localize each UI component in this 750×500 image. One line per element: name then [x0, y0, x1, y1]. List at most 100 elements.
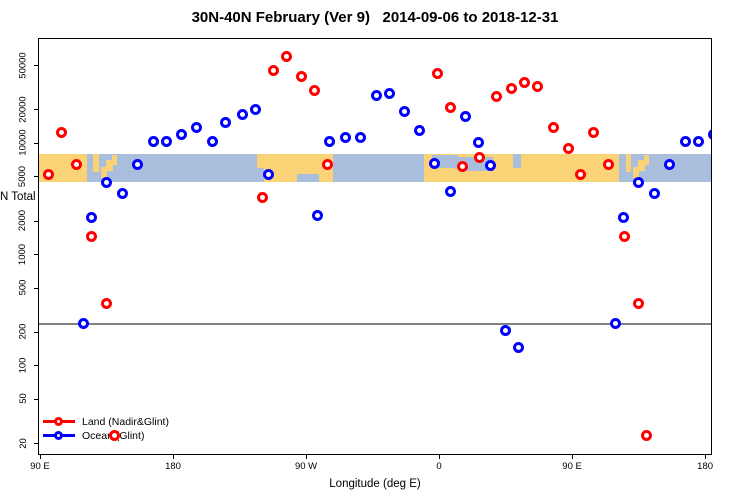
ocean-data-point — [679, 135, 691, 147]
x-tick — [173, 455, 175, 459]
x-tick — [306, 455, 308, 459]
ocean-data-point — [484, 160, 496, 172]
land-data-point — [280, 50, 292, 62]
ocean-data-point — [311, 210, 323, 222]
land-data-point — [295, 70, 307, 82]
land-data-point — [457, 161, 469, 173]
ocean-data-point — [236, 109, 248, 121]
land-data-point — [257, 191, 269, 203]
ocean-data-point — [693, 136, 705, 148]
ocean-data-point — [190, 122, 202, 134]
ocean-data-point — [707, 129, 711, 141]
ocean-data-point — [428, 157, 440, 169]
y-tick — [34, 254, 38, 256]
land-data-point — [563, 142, 575, 154]
y-tick — [34, 365, 38, 367]
map-band-land — [101, 166, 107, 179]
x-tick — [40, 455, 41, 459]
land-data-point — [588, 127, 600, 139]
land-data-point — [632, 298, 644, 310]
y-tick-label-text: 1000 — [17, 243, 29, 265]
land-data-point — [518, 77, 530, 89]
x-tick — [439, 455, 441, 459]
ocean-legend-marker-icon — [43, 430, 75, 441]
y-tick-label: 2000 — [10, 210, 36, 231]
y-tick-label-text: 20000 — [17, 96, 29, 123]
ocean-data-point — [399, 105, 411, 117]
y-tick — [34, 109, 38, 111]
y-tick-label-text: 100 — [17, 357, 29, 374]
map-band-land — [633, 166, 639, 179]
ocean-data-point — [648, 188, 660, 200]
x-tick-label: 180 — [165, 461, 181, 472]
x-axis-title: Longitude (deg E) — [329, 478, 421, 490]
ocean-data-point — [617, 212, 629, 224]
plot-area: Land (Nadir&Glint) Ocean (Glint) — [38, 38, 712, 455]
x-tick-label: 90 W — [294, 461, 318, 472]
y-tick-label: 20 — [10, 437, 36, 449]
ocean-data-point — [384, 88, 396, 100]
ocean-data-point — [220, 117, 232, 129]
map-band-ocean — [513, 154, 521, 169]
y-tick-label: 1000 — [10, 243, 36, 264]
ocean-data-point — [632, 177, 644, 189]
ocean-data-point — [323, 135, 335, 147]
y-tick-label: 5000 — [10, 166, 36, 187]
y-tick-label-text: 20 — [17, 437, 29, 449]
legend-circle — [54, 431, 63, 440]
y-tick-label-text: 2000 — [17, 210, 29, 232]
y-axis-title: N Total — [0, 191, 36, 203]
ocean-data-point — [147, 135, 159, 147]
ocean-data-point — [131, 158, 143, 170]
y-tick — [34, 142, 38, 144]
land-data-point — [322, 158, 334, 170]
ocean-data-point — [263, 169, 275, 181]
land-data-point — [618, 231, 630, 243]
legend-label: Land (Nadir&Glint) — [82, 415, 169, 428]
y-tick — [34, 443, 38, 444]
map-band-land — [625, 154, 632, 173]
ocean-data-point — [472, 137, 484, 149]
x-tick-label: 0 — [436, 461, 442, 472]
y-tick-label-text: 500 — [17, 279, 29, 296]
land-data-point — [70, 158, 82, 170]
map-band-land — [644, 155, 650, 166]
land-data-point — [548, 122, 560, 134]
y-tick-label: 500 — [10, 279, 36, 296]
ocean-data-point — [339, 131, 351, 143]
x-tick — [705, 455, 707, 459]
ocean-data-point — [444, 186, 456, 198]
ocean-data-point — [206, 136, 218, 148]
legend-item-ocean: Ocean (Glint) — [43, 429, 169, 442]
map-band-land — [106, 159, 113, 172]
land-data-point — [100, 298, 112, 310]
land-data-point — [474, 152, 486, 164]
land-data-point — [267, 64, 279, 76]
y-tick — [34, 176, 38, 178]
land-data-point — [56, 127, 68, 139]
chart-title: 30N-40N February (Ver 9) 2014-09-06 to 2… — [191, 9, 559, 26]
ocean-data-point — [413, 124, 425, 136]
land-data-point — [42, 168, 54, 180]
land-data-point — [431, 68, 443, 80]
land-data-point — [603, 158, 615, 170]
land-data-point — [532, 81, 544, 92]
ocean-data-point — [161, 136, 173, 148]
y-tick-label-text: 200 — [17, 323, 29, 340]
ocean-data-point — [100, 177, 112, 189]
ocean-data-point — [610, 318, 622, 330]
land-data-point — [308, 85, 320, 97]
land-data-point — [505, 82, 517, 94]
map-band-ocean — [296, 174, 319, 183]
legend-circle — [54, 417, 63, 426]
y-tick-label: 20000 — [10, 96, 36, 122]
y-tick-label-text: 50000 — [17, 51, 29, 79]
y-tick-label: 50 — [10, 393, 36, 405]
reference-line — [39, 322, 711, 325]
ocean-data-point — [371, 89, 382, 101]
legend-item-land: Land (Nadir&Glint) — [43, 415, 169, 428]
land-data-point — [86, 231, 98, 243]
ocean-data-point — [78, 318, 90, 330]
ocean-data-point — [663, 158, 675, 170]
